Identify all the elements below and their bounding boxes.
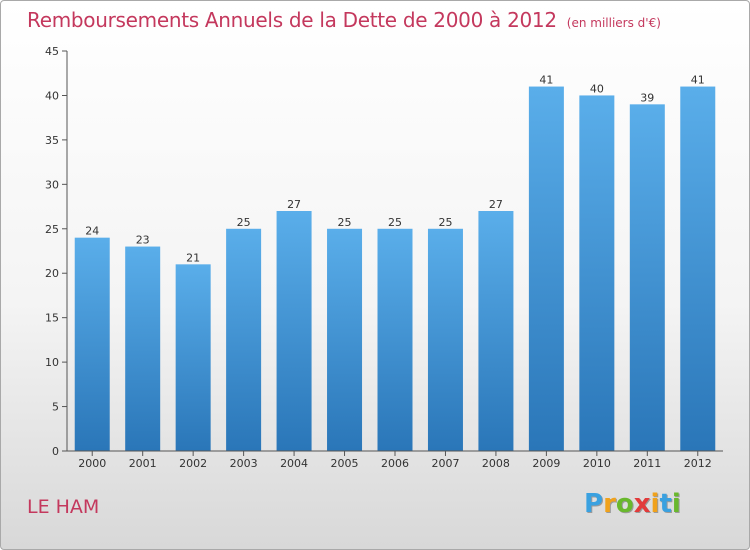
value-label-2007: 25 (438, 216, 452, 229)
x-tick-label-2004: 2004 (280, 457, 308, 470)
x-tick-label-2003: 2003 (230, 457, 258, 470)
chart-unit: (en milliers d'€) (566, 16, 661, 30)
y-tick-label-15: 15 (45, 312, 59, 325)
x-tick-label-2000: 2000 (78, 457, 106, 470)
bar-2003 (226, 228, 262, 451)
bar-2002 (175, 264, 211, 451)
y-tick-label-0: 0 (52, 445, 59, 458)
bar-2005 (327, 228, 363, 451)
x-tick-label-2007: 2007 (431, 457, 459, 470)
logo-letter: x (633, 489, 651, 519)
bar-2001 (125, 246, 161, 451)
logo-letter: r (603, 489, 616, 519)
value-label-2004: 27 (287, 198, 301, 211)
bar-2010 (579, 95, 615, 451)
x-tick-label-2002: 2002 (179, 457, 207, 470)
bar-2006 (377, 228, 413, 451)
bars-group: 24 23 21 25 27 25 25 25 27 41 40 39 41 (74, 74, 716, 452)
proxiti-logo: Proxiti (584, 489, 681, 519)
logo-letter: P (584, 489, 604, 519)
bar-2012 (680, 86, 716, 452)
value-label-2011: 39 (640, 91, 654, 104)
bar-2004 (276, 211, 312, 451)
value-label-2010: 40 (590, 82, 604, 95)
bar-2009 (528, 86, 564, 452)
value-label-2008: 27 (489, 198, 503, 211)
value-label-2003: 25 (237, 216, 251, 229)
chart-title-text: Remboursements Annuels de la Dette de 20… (27, 8, 557, 32)
value-label-2001: 23 (136, 234, 150, 247)
y-tick-label-45: 45 (45, 45, 59, 58)
bar-2007 (427, 228, 463, 451)
value-label-2006: 25 (388, 216, 402, 229)
x-tick-label-2009: 2009 (532, 457, 560, 470)
y-tick-label-10: 10 (45, 356, 59, 369)
y-tick-label-35: 35 (45, 134, 59, 147)
y-tick-label-25: 25 (45, 223, 59, 236)
x-tick-label-2008: 2008 (482, 457, 510, 470)
y-tick-label-30: 30 (45, 178, 59, 191)
logo-letter: i (671, 489, 681, 519)
commune-name: LE HAM (27, 496, 100, 518)
value-label-2009: 41 (539, 74, 553, 87)
bar-2011 (629, 104, 665, 451)
x-tick-label-2010: 2010 (583, 457, 611, 470)
bar-2000 (74, 237, 110, 451)
x-tick-label-2006: 2006 (381, 457, 409, 470)
logo-letter: i (650, 489, 660, 519)
y-tick-label-40: 40 (45, 89, 59, 102)
axes-group: 2000 2001 2002 2003 2004 2005 2006 2007 2008 2009… (45, 45, 723, 470)
chart-title: Remboursements Annuels de la Dette de 20… (27, 8, 661, 32)
value-label-2002: 21 (186, 251, 200, 264)
x-tick-label-2012: 2012 (684, 457, 712, 470)
x-tick-label-2001: 2001 (129, 457, 157, 470)
value-label-2005: 25 (338, 216, 352, 229)
x-tick-label-2011: 2011 (633, 457, 661, 470)
y-tick-label-20: 20 (45, 267, 59, 280)
value-label-2000: 24 (85, 225, 99, 238)
y-tick-label-5: 5 (52, 401, 59, 414)
logo-letter: o (615, 489, 634, 519)
logo-letter: t (659, 489, 672, 519)
value-label-2012: 41 (691, 74, 705, 87)
x-tick-label-2005: 2005 (331, 457, 359, 470)
bar-2008 (478, 211, 514, 451)
